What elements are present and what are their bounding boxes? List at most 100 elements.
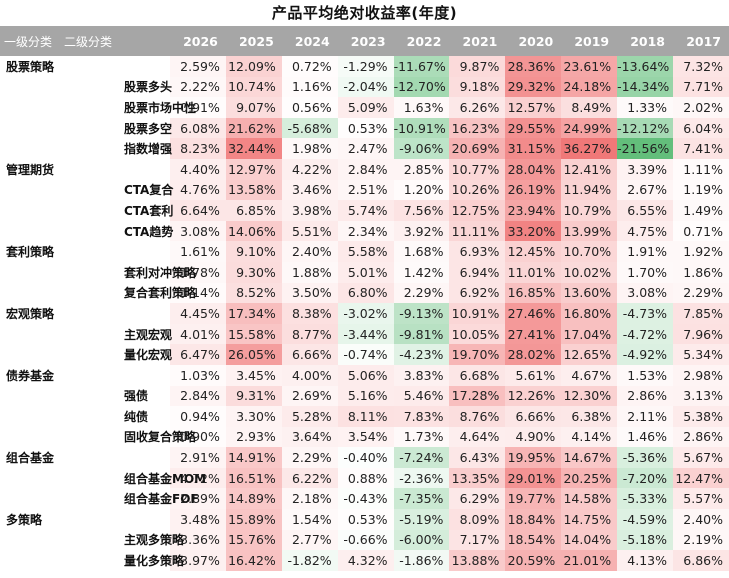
return-cell: 19.77% xyxy=(505,488,562,510)
return-cell: 3.46% xyxy=(281,179,338,201)
return-cell: 6.29% xyxy=(449,488,506,510)
return-cell: 12.26% xyxy=(505,385,562,407)
level1-category: 套利策略 xyxy=(6,245,55,260)
return-cell: 9.10% xyxy=(225,241,282,262)
return-cell: 6.80% xyxy=(337,282,394,304)
return-cell: 6.26% xyxy=(449,97,506,118)
table-row: 组合基金 2.91% 14.91% 2.29% -0.40% -7.24% 6.43% 19.… xyxy=(0,447,729,468)
return-cell: 10.02% xyxy=(561,261,618,283)
return-cell: 7.96% xyxy=(673,323,729,345)
return-cell: 17.34% xyxy=(225,303,282,324)
return-cell: 13.99% xyxy=(561,220,618,242)
return-cell: 3.54% xyxy=(337,426,394,448)
return-cell: 2.34% xyxy=(337,220,394,242)
return-cell: 2.91% xyxy=(170,447,226,468)
return-cell: -1.86% xyxy=(393,550,450,571)
return-cell: 1.49% xyxy=(673,200,729,221)
return-cell: 11.11% xyxy=(449,220,506,242)
return-cell: 3.30% xyxy=(225,406,282,427)
return-cell: 12.47% xyxy=(673,467,729,489)
return-cell: -2.36% xyxy=(393,467,450,489)
level2-category xyxy=(62,241,170,262)
return-cell: 8.49% xyxy=(561,97,618,118)
table-row: 宏观策略 4.45% 17.34% 8.38% -3.02% -9.13% 10.91% 27… xyxy=(0,303,729,324)
level1-category xyxy=(0,468,62,489)
return-cell: 3.36% xyxy=(170,529,226,551)
table-row: CTA趋势 3.08% 14.06% 5.51% 2.34% 3.92% 11.11% 33.… xyxy=(0,220,729,242)
level2-category xyxy=(62,447,170,468)
return-cell: 16.80% xyxy=(561,303,618,324)
table-row: 套利对冲策略 1.78% 9.30% 1.88% 5.01% 1.42% 6.94% 11.0… xyxy=(0,261,729,283)
return-cell: 14.06% xyxy=(225,220,282,242)
return-cell: -13.64% xyxy=(617,56,674,77)
table-row: 债券基金 1.03% 3.45% 4.00% 5.06% 3.83% 6.68% 5.61% 4… xyxy=(0,364,729,386)
return-cell: 28.02% xyxy=(505,344,562,365)
table-row: 股票多头 2.22% 10.74% 1.16% -2.04% -12.70% 9.18% 29… xyxy=(0,76,729,98)
return-cell: 0.72% xyxy=(281,56,338,77)
return-cell: 1.63% xyxy=(393,97,450,118)
return-cell: 12.30% xyxy=(561,385,618,407)
return-cell: 2.85% xyxy=(393,158,450,180)
level2-category: 量化宏观 xyxy=(124,348,173,363)
return-cell: 21.62% xyxy=(225,117,282,139)
level1-category xyxy=(0,427,62,448)
return-cell: 7.85% xyxy=(673,303,729,324)
return-cell: 2.86% xyxy=(617,385,674,407)
return-cell: 1.73% xyxy=(393,426,450,448)
return-cell: 1.88% xyxy=(281,261,338,283)
level2-category xyxy=(62,159,170,180)
return-cell: 8.23% xyxy=(170,138,226,159)
return-cell: 36.27% xyxy=(561,138,618,159)
return-cell: -4.92% xyxy=(617,344,674,365)
level1-category: 债券基金 xyxy=(6,368,55,383)
return-cell: 6.22% xyxy=(281,467,338,489)
level2-category xyxy=(62,365,170,386)
return-cell: 9.07% xyxy=(225,97,282,118)
return-cell: 12.09% xyxy=(225,56,282,77)
return-cell: 5.74% xyxy=(337,200,394,221)
return-cell: -0.74% xyxy=(337,344,394,365)
return-cell: -5.33% xyxy=(617,488,674,510)
return-cell: 3.97% xyxy=(170,550,226,571)
return-cell: 21.01% xyxy=(561,550,618,571)
return-cell: 8.38% xyxy=(281,303,338,324)
return-cell: 2.86% xyxy=(673,426,729,448)
return-cell: 1.86% xyxy=(673,261,729,283)
table-row: 多策略 3.48% 15.89% 1.54% 0.53% -5.19% 8.09% 18.84… xyxy=(0,509,729,530)
return-cell: 0.53% xyxy=(337,509,394,530)
header-level1: 一级分类 xyxy=(0,26,62,56)
return-cell: 19.95% xyxy=(505,447,562,468)
level2-category: CTA复合 xyxy=(124,183,174,198)
return-cell: -4.59% xyxy=(617,509,674,530)
level1-category: 管理期货 xyxy=(6,162,55,177)
return-cell: 5.06% xyxy=(337,364,394,386)
return-cell: 0.71% xyxy=(673,220,729,242)
return-cell: 19.70% xyxy=(449,344,506,365)
return-cell: 4.75% xyxy=(617,220,674,242)
return-cell: 2.29% xyxy=(393,282,450,304)
return-cell: 1.68% xyxy=(393,241,450,262)
return-cell: 0.53% xyxy=(337,117,394,139)
level2-category: 股票多空 xyxy=(124,121,173,136)
return-cell: 14.67% xyxy=(561,447,618,468)
header-year: 2019 xyxy=(561,26,618,56)
return-cell: 2.67% xyxy=(617,179,674,201)
return-cell: 13.60% xyxy=(561,282,618,304)
return-cell: 8.11% xyxy=(337,406,394,427)
table-row: 量化多策略 3.97% 16.42% -1.82% 4.32% -1.86% 13.88% 2… xyxy=(0,550,729,571)
return-cell: 5.57% xyxy=(673,488,729,510)
return-cell: 2.51% xyxy=(337,179,394,201)
return-cell: 26.05% xyxy=(225,344,282,365)
return-cell: 8.52% xyxy=(225,282,282,304)
return-cell: -9.81% xyxy=(393,323,450,345)
return-cell: -12.70% xyxy=(393,76,450,98)
return-cell: 11.94% xyxy=(561,179,618,201)
return-cell: 2.40% xyxy=(281,241,338,262)
return-cell: 15.89% xyxy=(225,509,282,530)
return-cell: 1.33% xyxy=(617,97,674,118)
table-row: 管理期货 4.40% 12.97% 4.22% 2.84% 2.85% 10.77% 28.0… xyxy=(0,158,729,180)
table-row: 强债 2.84% 9.31% 2.69% 5.16% 5.46% 17.28% 12.26% 1… xyxy=(0,385,729,407)
return-cell: 10.79% xyxy=(561,200,618,221)
return-cell: 16.23% xyxy=(449,117,506,139)
level2-category: 主观宏观 xyxy=(124,327,173,342)
